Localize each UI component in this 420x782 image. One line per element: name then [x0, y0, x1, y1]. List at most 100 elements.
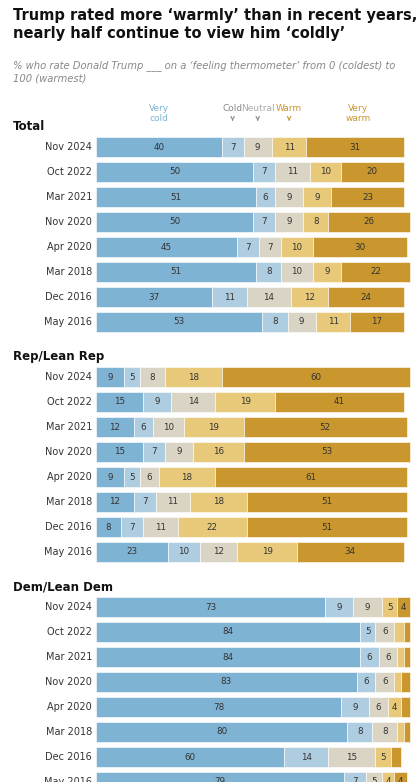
FancyBboxPatch shape [360, 647, 378, 667]
Text: 19: 19 [262, 547, 273, 557]
FancyBboxPatch shape [394, 672, 401, 692]
Text: 41: 41 [334, 397, 345, 407]
Text: Nov 2020: Nov 2020 [45, 447, 92, 457]
FancyBboxPatch shape [96, 672, 357, 692]
FancyBboxPatch shape [310, 162, 341, 182]
Text: 4: 4 [401, 602, 407, 612]
Text: 60: 60 [185, 752, 196, 762]
Text: 51: 51 [171, 267, 181, 277]
Text: Nov 2024: Nov 2024 [45, 602, 92, 612]
FancyBboxPatch shape [96, 772, 344, 782]
FancyBboxPatch shape [143, 442, 165, 462]
Text: Mar 2018: Mar 2018 [46, 497, 92, 507]
FancyBboxPatch shape [193, 442, 244, 462]
Text: 9: 9 [286, 192, 292, 202]
Text: 5: 5 [365, 627, 370, 637]
FancyBboxPatch shape [96, 542, 168, 562]
Text: 4: 4 [391, 702, 397, 712]
Text: 6: 6 [382, 627, 388, 637]
FancyBboxPatch shape [281, 237, 312, 257]
FancyBboxPatch shape [96, 137, 222, 157]
Text: 84: 84 [222, 652, 234, 662]
Text: 10: 10 [320, 167, 331, 177]
Text: 11: 11 [328, 317, 339, 327]
Text: 15: 15 [114, 397, 125, 407]
FancyBboxPatch shape [328, 747, 375, 767]
FancyBboxPatch shape [171, 392, 215, 412]
Text: Mar 2018: Mar 2018 [46, 267, 92, 277]
FancyBboxPatch shape [404, 722, 410, 742]
FancyBboxPatch shape [360, 622, 375, 642]
FancyBboxPatch shape [394, 772, 407, 782]
FancyBboxPatch shape [244, 442, 410, 462]
FancyBboxPatch shape [96, 697, 341, 717]
Text: 7: 7 [268, 242, 273, 252]
FancyBboxPatch shape [375, 622, 394, 642]
Text: Cold: Cold [223, 104, 243, 113]
Text: 50: 50 [169, 167, 180, 177]
Text: 8: 8 [313, 217, 319, 227]
FancyBboxPatch shape [140, 367, 165, 387]
FancyBboxPatch shape [272, 137, 306, 157]
FancyBboxPatch shape [281, 262, 312, 282]
Text: 78: 78 [213, 702, 224, 712]
FancyBboxPatch shape [375, 672, 394, 692]
FancyBboxPatch shape [306, 137, 404, 157]
Text: Very
warm: Very warm [346, 104, 371, 124]
FancyBboxPatch shape [96, 187, 256, 207]
FancyBboxPatch shape [357, 672, 375, 692]
FancyBboxPatch shape [96, 162, 253, 182]
FancyBboxPatch shape [341, 697, 369, 717]
Text: 7: 7 [129, 522, 135, 532]
Text: 22: 22 [207, 522, 218, 532]
Text: 4: 4 [398, 777, 403, 782]
Text: 45: 45 [161, 242, 172, 252]
FancyBboxPatch shape [328, 212, 410, 232]
FancyBboxPatch shape [397, 597, 410, 617]
FancyBboxPatch shape [256, 187, 275, 207]
FancyBboxPatch shape [372, 722, 397, 742]
Text: 50: 50 [169, 217, 180, 227]
Text: 6: 6 [363, 677, 369, 687]
Text: 5: 5 [387, 602, 392, 612]
FancyBboxPatch shape [341, 262, 410, 282]
FancyBboxPatch shape [96, 492, 134, 512]
Text: 53: 53 [173, 317, 185, 327]
FancyBboxPatch shape [325, 597, 354, 617]
Text: 7: 7 [230, 142, 235, 152]
FancyBboxPatch shape [262, 312, 288, 332]
Text: 18: 18 [188, 372, 199, 382]
Text: 19: 19 [208, 422, 219, 432]
FancyBboxPatch shape [96, 622, 360, 642]
FancyBboxPatch shape [96, 517, 121, 537]
Text: 12: 12 [304, 292, 315, 302]
FancyBboxPatch shape [350, 312, 404, 332]
Text: 84: 84 [222, 627, 234, 637]
Text: Warm: Warm [276, 104, 302, 113]
Text: 9: 9 [365, 602, 370, 612]
FancyBboxPatch shape [341, 162, 404, 182]
FancyBboxPatch shape [190, 492, 247, 512]
Text: 19: 19 [240, 397, 251, 407]
Text: 9: 9 [315, 192, 320, 202]
Text: 10: 10 [291, 242, 302, 252]
Text: Nov 2024: Nov 2024 [45, 142, 92, 152]
FancyBboxPatch shape [375, 747, 391, 767]
FancyBboxPatch shape [312, 262, 341, 282]
Text: 61: 61 [306, 472, 317, 482]
Text: 79: 79 [215, 777, 226, 782]
FancyBboxPatch shape [401, 697, 410, 717]
FancyBboxPatch shape [96, 237, 237, 257]
Text: Dec 2016: Dec 2016 [45, 752, 92, 762]
Text: Apr 2020: Apr 2020 [47, 242, 92, 252]
FancyBboxPatch shape [382, 772, 394, 782]
FancyBboxPatch shape [96, 442, 143, 462]
FancyBboxPatch shape [222, 137, 244, 157]
FancyBboxPatch shape [212, 287, 247, 307]
FancyBboxPatch shape [366, 772, 382, 782]
Text: 7: 7 [151, 447, 157, 457]
Text: 10: 10 [178, 547, 189, 557]
Text: 9: 9 [299, 317, 304, 327]
Text: 11: 11 [155, 522, 166, 532]
Text: 10: 10 [291, 267, 302, 277]
